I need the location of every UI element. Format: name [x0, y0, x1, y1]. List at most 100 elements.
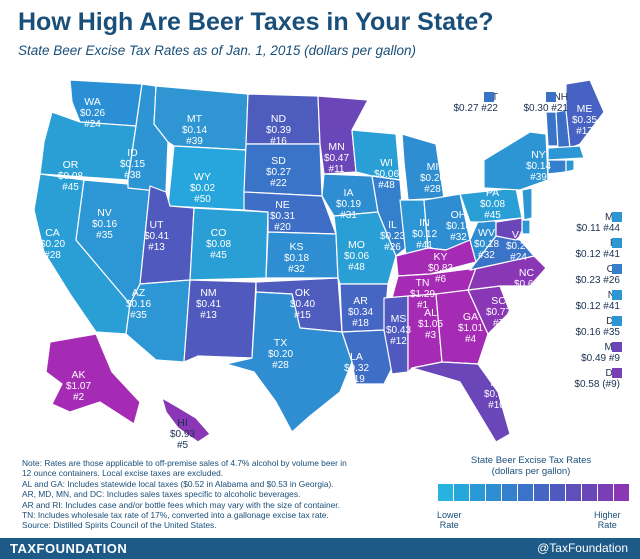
twitter-handle: @TaxFoundation	[537, 541, 628, 555]
legend-swatch	[437, 483, 454, 502]
note-line: AR, MD, MN, and DC: Includes sales taxes…	[22, 489, 301, 500]
callout-ct: CT$0.23 #26	[575, 264, 621, 286]
note-line: Note: Rates are those applicable to off-…	[22, 458, 347, 468]
swatch-ma	[612, 212, 622, 222]
brand-logo: TAXFOUNDATION	[10, 541, 128, 556]
label-ak: AK $1.07 #2	[66, 369, 92, 404]
legend-swatch	[613, 483, 630, 502]
label-in: IN $0.12 #41	[412, 217, 438, 252]
page-title: How High Are Beer Taxes in Your State?	[18, 8, 494, 36]
note-line: AL and GA: Includes statewide local taxe…	[22, 478, 334, 489]
label-wy: WY $0.02 #50	[190, 171, 216, 206]
callout-dc: DC$0.58 (#9)	[574, 368, 620, 390]
legend-lower-label: Lower Rate	[437, 510, 462, 530]
label-mt: MT $0.14 #39	[182, 113, 208, 148]
state-tx	[225, 291, 353, 433]
legend-title: State Beer Excise Tax Rates (dollars per …	[470, 455, 592, 477]
state-ny	[483, 131, 549, 191]
legend-scale	[437, 483, 630, 503]
label-tn: TN $1.29 #1	[410, 277, 436, 312]
label-ne: NE $0.31 #20	[270, 199, 296, 234]
callout-ri: RI$0.12 #41	[575, 238, 621, 260]
state-me	[565, 79, 605, 149]
label-co: CO $0.08 #45	[206, 227, 232, 262]
label-pa: PA $0.08 #45	[480, 187, 506, 222]
label-va: VA $0.26 #24	[506, 229, 532, 264]
label-ms: MS $0.43 #12	[386, 313, 412, 348]
state-nc	[467, 255, 547, 291]
swatch-vt	[484, 92, 494, 102]
callout-nj: NJ$0.12 #41	[575, 290, 621, 312]
label-ia: IA $0.19 #31	[336, 187, 362, 222]
label-id: ID $0.15 #38	[120, 147, 146, 182]
label-mi: MI $0.20 #28	[420, 161, 446, 196]
label-sc: SC $0.77 #7	[486, 295, 512, 330]
label-la: LA $0.32 #19	[344, 351, 370, 386]
callout-de: DE$0.16 #35	[575, 316, 621, 338]
label-az: AZ $0.16 #35	[126, 287, 152, 322]
legend-swatch	[469, 483, 486, 502]
note-line: 12 ounce containers. Local excise taxes …	[22, 468, 224, 479]
state-hi	[161, 397, 211, 443]
label-al: AL $1.05 #3	[418, 307, 444, 342]
label-ut: UT $0.41 #13	[144, 219, 170, 254]
label-or: OR $0.08 #45	[58, 159, 84, 194]
label-nd: ND $0.39 #16	[266, 113, 292, 148]
note-line: TN: Includes wholesale tax rate of 17%, …	[22, 510, 329, 521]
label-nv: NV $0.16 #35	[92, 207, 118, 242]
swatch-md	[612, 342, 622, 352]
swatch-nj	[612, 290, 622, 300]
footer-bar: TAXFOUNDATION @TaxFoundation	[0, 538, 640, 559]
label-mo: MO $0.06 #48	[344, 239, 370, 274]
swatch-dc	[612, 368, 622, 378]
label-wi: WI $0.06 #48	[374, 157, 400, 192]
label-ok: OK $0.40 #15	[290, 287, 316, 322]
label-ar: AR $0.34 #18	[348, 295, 374, 330]
legend-swatch	[453, 483, 470, 502]
label-nc: NC $0.62 #8	[514, 267, 540, 302]
us-map	[33, 79, 605, 443]
label-nm: NM $0.41 #13	[196, 287, 222, 322]
state-mi	[401, 133, 445, 201]
state-nj	[521, 187, 533, 221]
state-ms	[383, 295, 409, 375]
callout-nh: NH $0.30 #21	[523, 92, 569, 114]
label-wv: WV $0.18 #32	[474, 227, 500, 262]
swatch-de	[612, 316, 622, 326]
swatch-ri	[612, 238, 622, 248]
label-fl: FL $0.48 #10	[484, 377, 510, 412]
legend-swatch	[549, 483, 566, 502]
footnotes: Note: Rates are those applicable to off-…	[22, 458, 402, 531]
legend-swatch	[581, 483, 598, 502]
label-ks: KS $0.18 #32	[284, 241, 310, 276]
callout-md: MD$0.49 #9	[581, 342, 620, 364]
label-oh: OH $0.18 #32	[446, 209, 472, 244]
label-sd: SD $0.27 #22	[266, 155, 292, 190]
page-subtitle: State Beer Excise Tax Rates as of Jan. 1…	[18, 43, 416, 58]
label-il: IL $0.23 #26	[380, 219, 406, 254]
legend-higher-label: Higher Rate	[594, 510, 621, 530]
callout-ma: MA$0.11 #44	[576, 212, 620, 234]
label-ca: CA $0.20 #28	[40, 227, 66, 262]
label-wa: WA $0.26 #24	[80, 96, 106, 131]
swatch-nh	[546, 92, 556, 102]
legend-swatch	[597, 483, 614, 502]
state-ak	[45, 333, 141, 425]
label-tx: TX $0.20 #28	[268, 337, 294, 372]
state-fl	[411, 361, 511, 443]
state-ma	[547, 145, 585, 161]
label-ny: NY $0.14 #39	[526, 149, 552, 184]
state-nm	[183, 279, 257, 363]
legend-swatch	[565, 483, 582, 502]
header: How High Are Beer Taxes in Your State? S…	[0, 0, 640, 70]
note-line: Source: Distilled Spirits Council of the…	[22, 520, 217, 531]
note-line: AR and RI: Includes case and/or bottle f…	[22, 499, 340, 510]
legend-swatch	[485, 483, 502, 502]
state-ga	[435, 289, 489, 365]
label-me: ME $0.35 #17	[572, 103, 598, 138]
state-ri	[565, 159, 575, 173]
swatch-ct	[612, 264, 622, 274]
label-mn: MN $0.47 #11	[324, 141, 350, 176]
label-ga: GA $1.01 #4	[458, 311, 484, 346]
state-il	[371, 175, 407, 257]
